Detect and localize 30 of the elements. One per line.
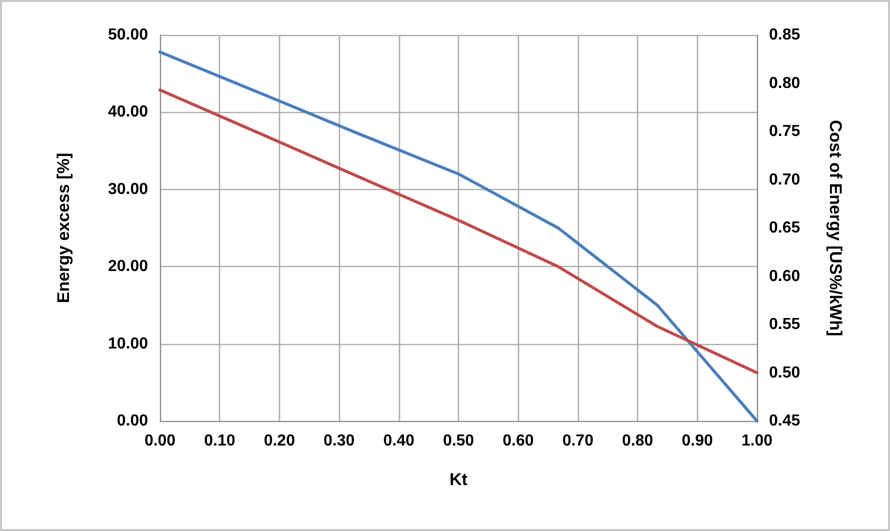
y-tick-label: 0.00 — [116, 412, 148, 430]
x-tick-label: 0.70 — [562, 432, 594, 450]
y-tick-label: 20.00 — [108, 258, 148, 276]
x-tick-label: 0.10 — [204, 432, 236, 450]
x-tick-label: 0.50 — [442, 432, 474, 450]
x-tick-label: 0.80 — [622, 432, 654, 450]
y-tick-label: 10.00 — [108, 335, 148, 352]
y2-axis-title: Cost of Energy [US%/kWh] — [826, 120, 845, 336]
y2-tick-label: 0.80 — [769, 74, 800, 92]
x-tick-label: 0.60 — [502, 432, 534, 450]
y-tick-label: 30.00 — [108, 180, 148, 198]
y2-tick-label: 0.70 — [769, 171, 800, 188]
y2-tick-label: 0.85 — [769, 26, 800, 44]
x-axis-title: Kt — [450, 470, 468, 489]
x-tick-label: 0.00 — [144, 432, 176, 450]
y2-tick-label: 0.75 — [769, 123, 800, 140]
y-tick-label: 40.00 — [108, 104, 148, 121]
x-tick-label: 0.20 — [264, 432, 296, 450]
y2-tick-label: 0.65 — [769, 220, 800, 236]
y2-tick-label: 0.50 — [769, 364, 800, 382]
x-tick-label: 1.00 — [741, 432, 773, 450]
x-tick-label: 0.40 — [383, 432, 414, 450]
y2-tick-label: 0.55 — [769, 316, 800, 333]
y-axis-title: Energy excess [%] — [54, 152, 73, 304]
y-tick-label: 50.00 — [108, 26, 148, 44]
line-series — [158, 88, 758, 374]
y2-tick-label: 0.45 — [769, 412, 800, 430]
x-tick-label: 0.90 — [682, 432, 713, 450]
x-tick-label: 0.30 — [324, 432, 355, 450]
y2-tick-label: 0.60 — [769, 268, 800, 285]
